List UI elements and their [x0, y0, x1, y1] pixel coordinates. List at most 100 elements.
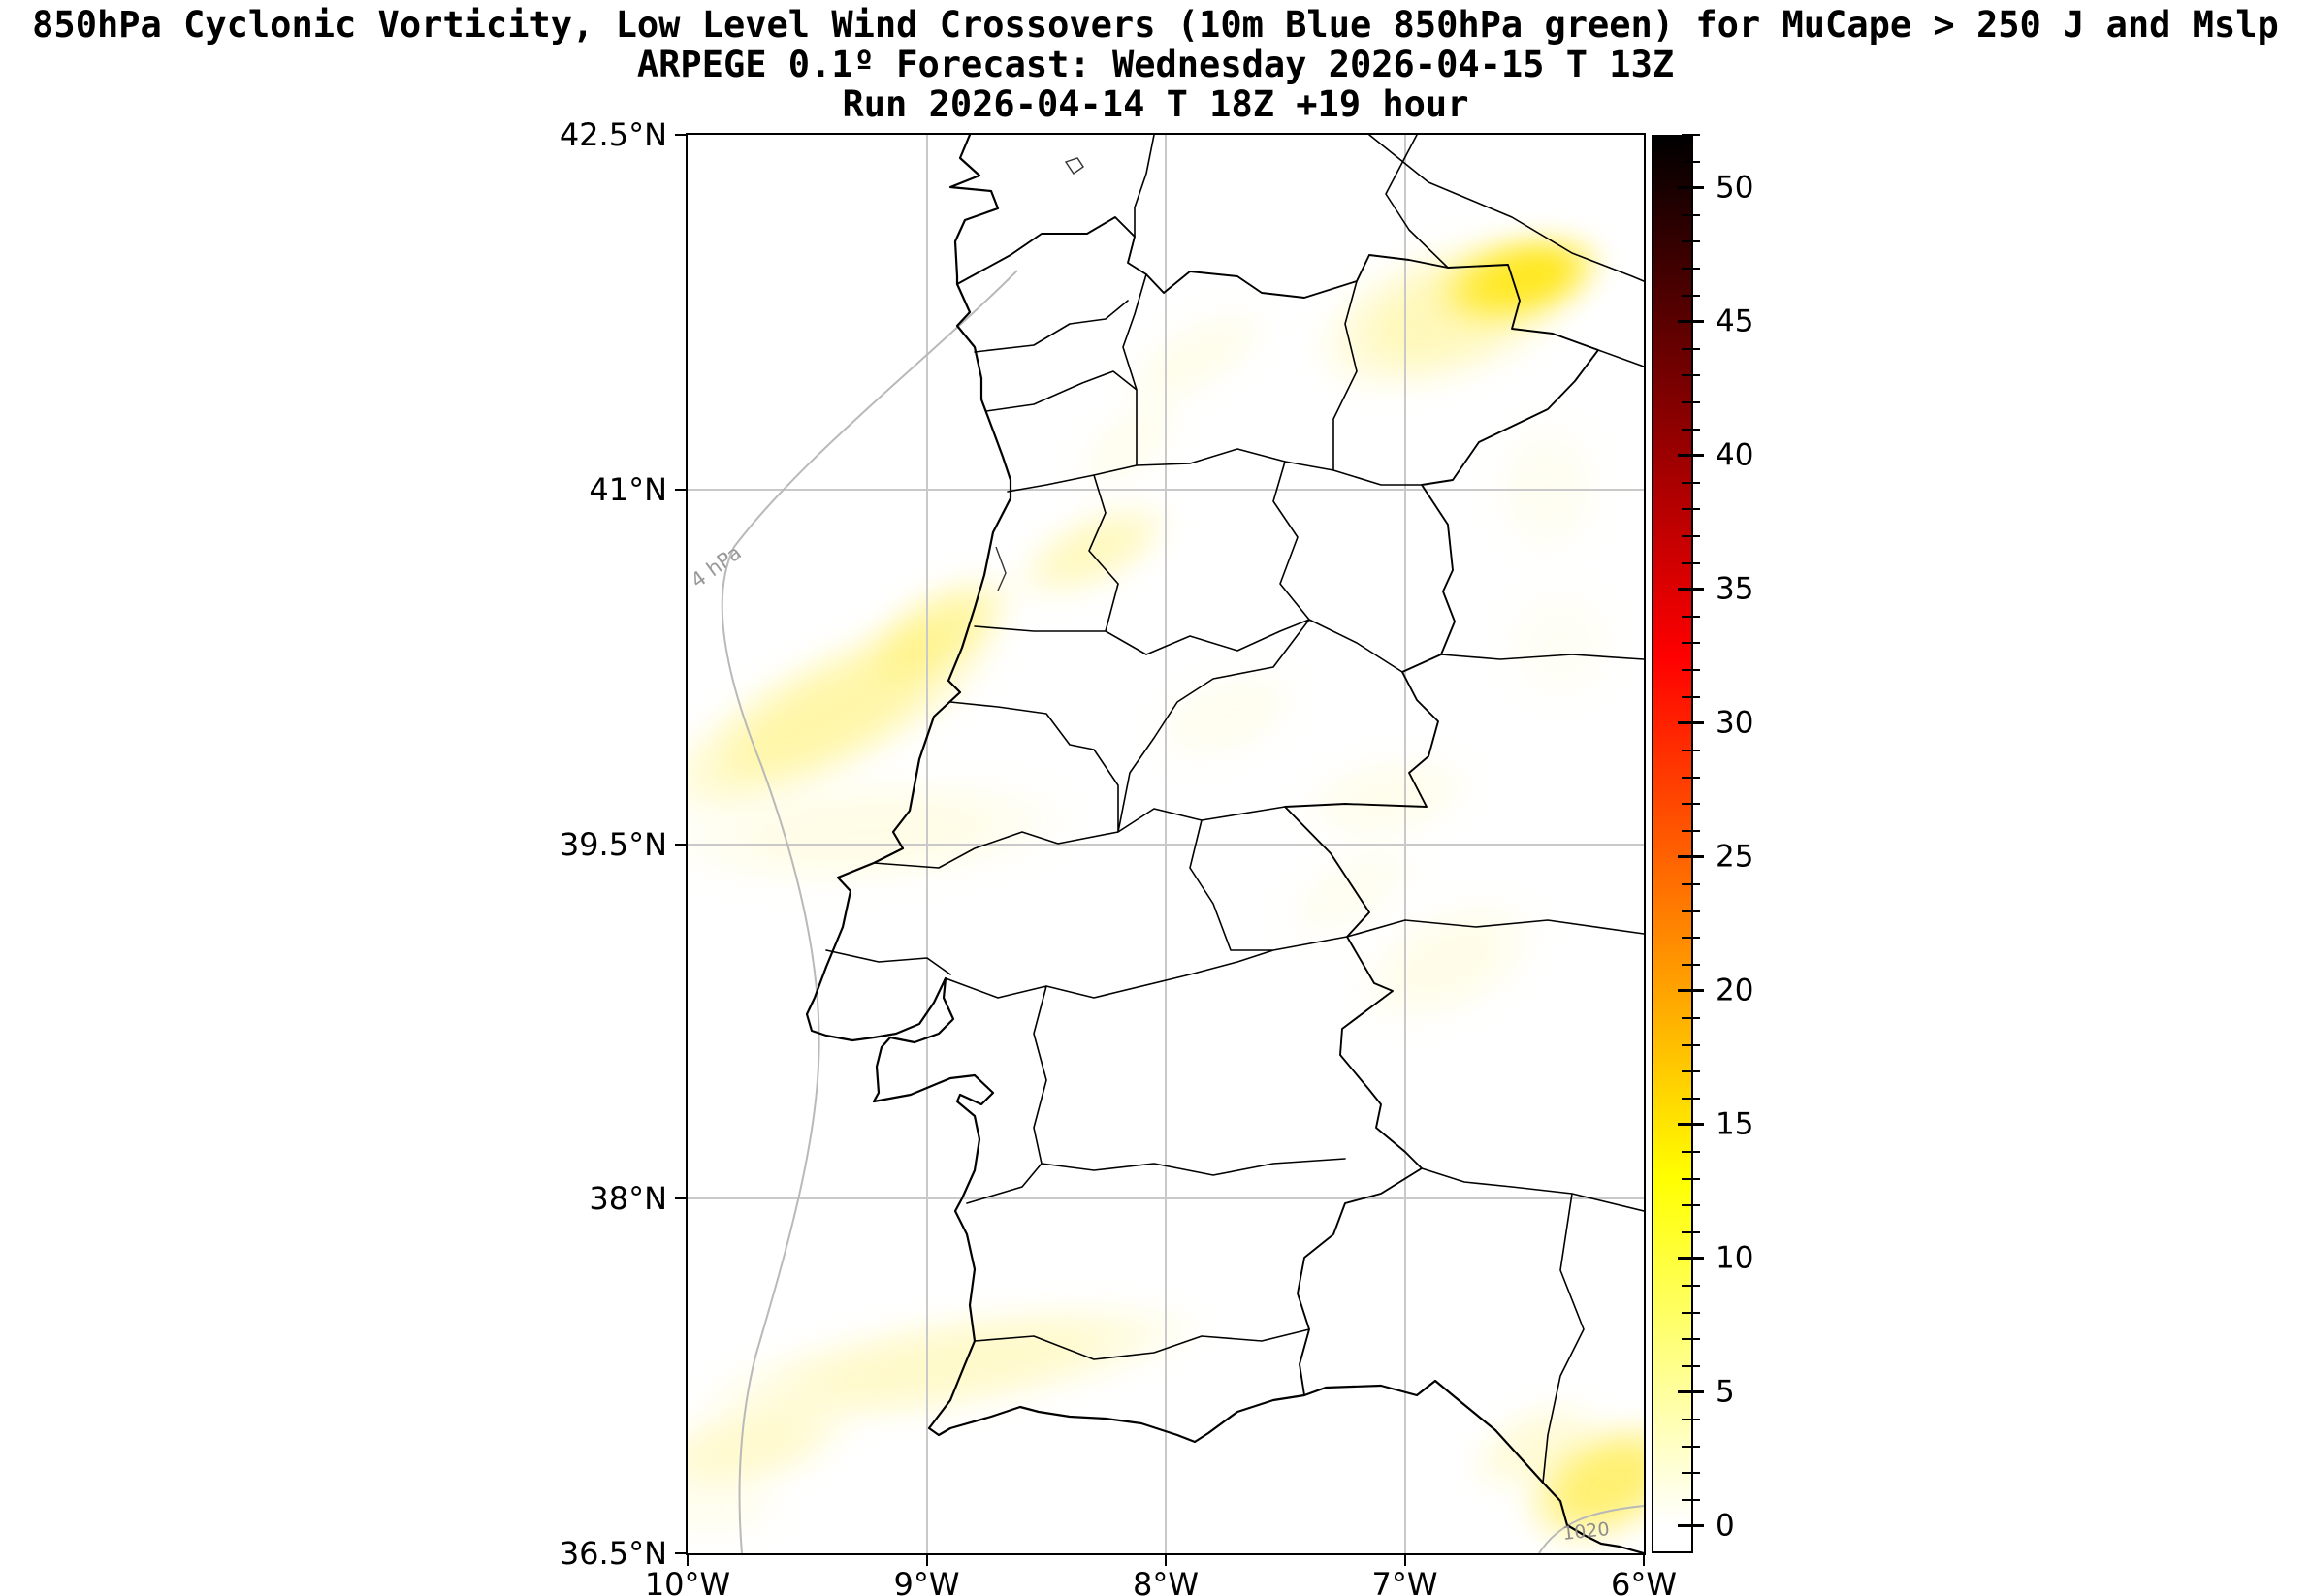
colorbar-minor-tick	[1682, 401, 1700, 404]
y-axis-tick	[675, 1552, 686, 1554]
map-plot-area: 4 hPa 1020	[688, 135, 1644, 1553]
colorbar-minor-tick	[1682, 669, 1700, 672]
title-block: 850hPa Cyclonic Vorticity, Low Level Win…	[0, 5, 2311, 124]
colorbar-minor-tick	[1682, 829, 1700, 832]
gridline-horizontal	[688, 1197, 1644, 1200]
colorbar-minor-tick	[1682, 1418, 1700, 1420]
colorbar-minor-tick	[1682, 481, 1700, 484]
x-tick-label: 9°W	[893, 1566, 960, 1596]
colorbar-minor-tick	[1682, 561, 1700, 564]
colorbar-major-tick	[1678, 1257, 1704, 1261]
coastline-path	[805, 135, 1644, 1553]
y-tick-label: 39.5°N	[559, 825, 667, 863]
colorbar-tick-label: 35	[1716, 571, 1754, 607]
chart-subtitle-forecast: ARPEGE 0.1º Forecast: Wednesday 2026-04-…	[636, 44, 1675, 85]
colorbar-minor-tick	[1682, 1445, 1700, 1448]
x-axis-tick	[925, 1555, 928, 1566]
colorbar-minor-tick	[1682, 508, 1700, 511]
colorbar-major-tick	[1678, 454, 1704, 458]
lagoon-islet-detail-path	[995, 157, 1084, 591]
y-axis-tick	[675, 1197, 686, 1200]
colorbar-minor-tick	[1682, 1150, 1700, 1153]
colorbar-minor-tick	[1682, 642, 1700, 645]
colorbar-minor-tick	[1682, 213, 1700, 216]
colorbar-major-tick	[1678, 1524, 1704, 1528]
colorbar-minor-tick	[1682, 910, 1700, 912]
colorbar-major-tick	[1678, 855, 1704, 859]
colorbar-minor-tick	[1682, 347, 1700, 350]
colorbar-minor-tick	[1682, 1230, 1700, 1233]
y-tick-label: 38°N	[589, 1180, 667, 1218]
colorbar-tick-label: 15	[1716, 1106, 1754, 1142]
colorbar-tick-label: 10	[1716, 1240, 1754, 1276]
colorbar-gradient	[1652, 135, 1693, 1553]
colorbar-minor-tick	[1682, 294, 1700, 297]
colorbar-major-tick	[1678, 588, 1704, 591]
map-vector-layer: 4 hPa 1020	[688, 135, 1644, 1553]
colorbar-minor-tick	[1682, 963, 1700, 966]
colorbar-tick-label: 5	[1716, 1374, 1735, 1410]
colorbar-major-tick	[1678, 1390, 1704, 1394]
colorbar-minor-tick	[1682, 1097, 1700, 1100]
chart-title: 850hPa Cyclonic Vorticity, Low Level Win…	[32, 4, 2279, 46]
colorbar-tick-label: 0	[1716, 1508, 1735, 1544]
isobar-label-southeast: 1020	[1561, 1518, 1610, 1545]
portugal-spain-border-path	[956, 216, 1599, 1396]
y-axis-tick	[675, 134, 686, 136]
chart-subtitle-run: Run 2026-04-14 T 18Z +19 hour	[842, 83, 1469, 125]
y-axis-tick	[675, 843, 686, 846]
colorbar-major-tick	[1678, 989, 1704, 993]
colorbar-minor-tick	[1682, 776, 1700, 779]
colorbar-minor-tick	[1682, 374, 1700, 377]
colorbar-minor-tick	[1682, 1311, 1700, 1314]
colorbar-minor-tick	[1682, 1204, 1700, 1207]
colorbar-minor-tick	[1682, 1177, 1700, 1180]
x-axis-tick	[1643, 1555, 1645, 1566]
x-axis-tick	[687, 1555, 689, 1566]
colorbar-minor-tick	[1682, 882, 1700, 885]
colorbar-minor-tick	[1682, 1338, 1700, 1341]
y-tick-label: 41°N	[589, 470, 667, 508]
colorbar-minor-tick	[1682, 1043, 1700, 1046]
colorbar-minor-tick	[1682, 749, 1700, 751]
colorbar-minor-tick	[1682, 1284, 1700, 1287]
colorbar-minor-tick	[1682, 1070, 1700, 1073]
colorbar-minor-tick	[1682, 268, 1700, 271]
colorbar-major-tick	[1678, 1123, 1704, 1127]
colorbar-minor-tick	[1682, 1498, 1700, 1501]
colorbar-minor-tick	[1682, 535, 1700, 538]
colorbar-minor-tick	[1682, 134, 1700, 136]
colorbar-tick-label: 50	[1716, 170, 1754, 206]
colorbar-tick-label: 45	[1716, 303, 1754, 339]
gridline-horizontal	[688, 488, 1644, 491]
vorticity-shaded-region	[1464, 548, 1644, 738]
colorbar-minor-tick	[1682, 160, 1700, 163]
colorbar-tick-label: 30	[1716, 705, 1754, 741]
y-tick-label: 36.5°N	[559, 1535, 667, 1572]
gridline-horizontal	[688, 843, 1644, 846]
x-tick-label: 7°W	[1371, 1566, 1438, 1596]
colorbar-minor-tick	[1682, 1364, 1700, 1367]
x-tick-label: 10°W	[644, 1566, 731, 1596]
colorbar: 0 5 10 15 20 25 30 35 40 45 50	[1652, 134, 1826, 1553]
colorbar-minor-tick	[1682, 1472, 1700, 1475]
isobar-contour-west	[721, 270, 1018, 1553]
colorbar-major-tick	[1678, 186, 1704, 190]
colorbar-tick-label: 40	[1716, 437, 1754, 473]
x-axis-tick	[1165, 1555, 1167, 1566]
colorbar-tick-label: 20	[1716, 973, 1754, 1008]
isobar-label-west: 4 hPa	[688, 541, 746, 592]
x-tick-label: 6°W	[1611, 1566, 1677, 1596]
x-tick-label: 8°W	[1133, 1566, 1199, 1596]
colorbar-tick-label: 25	[1716, 839, 1754, 875]
colorbar-minor-tick	[1682, 937, 1700, 940]
colorbar-major-tick	[1678, 320, 1704, 324]
colorbar-minor-tick	[1682, 428, 1700, 431]
y-axis-tick	[675, 488, 686, 491]
graticule-layer	[688, 135, 1644, 1553]
colorbar-minor-tick	[1682, 1016, 1700, 1019]
colorbar-minor-tick	[1682, 240, 1700, 243]
colorbar-major-tick	[1678, 721, 1704, 725]
isobar-contour-southeast	[1538, 1505, 1644, 1553]
